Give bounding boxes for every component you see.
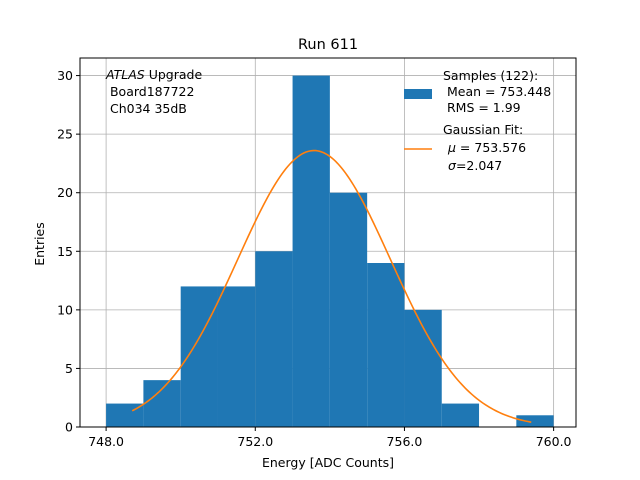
annotation-upgrade: Upgrade <box>145 67 203 82</box>
annotation-line-1: ATLAS Upgrade <box>105 67 202 82</box>
histogram-bar <box>255 251 293 427</box>
y-tick-label: 5 <box>65 361 73 376</box>
annotation-line-2: Board187722 <box>106 84 194 99</box>
atlas-annotation: ATLAS Upgrade Board187722 Ch034 35dB <box>105 67 202 116</box>
legend-samples-line-2: Mean = 753.448 <box>443 84 551 99</box>
y-tick-label: 10 <box>57 302 73 317</box>
x-tick-label: 752.0 <box>237 434 273 449</box>
legend-samples-line-1: Samples (122): <box>443 68 538 83</box>
axes-frame <box>79 57 577 428</box>
histogram-bar <box>292 75 330 428</box>
legend-sigma-symbol: σ <box>448 158 457 173</box>
histogram-bar <box>329 192 368 427</box>
annotation-atlas: ATLAS <box>105 67 145 82</box>
y-tick-label: 0 <box>65 420 73 435</box>
y-tick-label: 20 <box>57 185 73 200</box>
legend-fit-line-1: Gaussian Fit: <box>443 122 523 137</box>
legend: Samples (122): Mean = 753.448 RMS = 1.99… <box>404 68 551 173</box>
legend-sigma-value: =2.047 <box>456 158 502 173</box>
chart-title: Run 611 <box>298 37 358 53</box>
axis-ticks: 748.0 752.0 756.0 760.0 0 5 10 15 20 25 30 <box>57 68 571 449</box>
x-tick-label: 756.0 <box>387 434 423 449</box>
legend-samples-swatch <box>404 89 432 99</box>
histogram-bar <box>441 403 480 427</box>
histogram-bar <box>516 415 554 427</box>
y-axis-label: Entries <box>32 222 47 266</box>
x-tick-label: 748.0 <box>88 434 124 449</box>
histogram-bar <box>367 263 405 427</box>
histogram-bar <box>143 380 181 427</box>
histogram-bar <box>180 286 218 427</box>
x-axis-label: Energy [ADC Counts] <box>262 455 394 470</box>
legend-mu-value: = 753.576 <box>456 140 526 155</box>
legend-fit-line-3: σ=2.047 <box>448 158 502 173</box>
histogram-bars <box>106 75 554 428</box>
y-tick-label: 30 <box>57 68 73 83</box>
y-tick-label: 15 <box>57 244 73 259</box>
x-tick-label: 760.0 <box>536 434 572 449</box>
legend-fit-line-2: μ = 753.576 <box>447 140 526 155</box>
legend-mu-symbol: μ <box>447 140 456 155</box>
annotation-line-3: Ch034 35dB <box>106 101 187 116</box>
y-tick-label: 25 <box>57 127 73 142</box>
legend-samples-line-3: RMS = 1.99 <box>443 100 521 115</box>
gaussian-fit-curve <box>131 149 532 423</box>
histogram-bar <box>217 286 256 427</box>
histogram-bar <box>404 309 442 427</box>
